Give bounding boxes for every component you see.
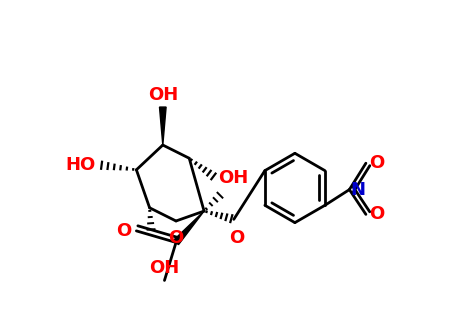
Text: HO: HO <box>65 156 96 174</box>
Text: OH: OH <box>218 169 248 187</box>
Text: OH: OH <box>148 86 178 104</box>
Text: O: O <box>369 154 384 172</box>
Text: O: O <box>369 205 384 223</box>
Text: O: O <box>116 222 131 240</box>
Text: O: O <box>168 229 183 247</box>
Polygon shape <box>160 107 166 145</box>
Text: N: N <box>350 180 366 198</box>
Text: OH: OH <box>149 259 180 277</box>
Polygon shape <box>173 211 204 245</box>
Text: O: O <box>230 228 245 246</box>
